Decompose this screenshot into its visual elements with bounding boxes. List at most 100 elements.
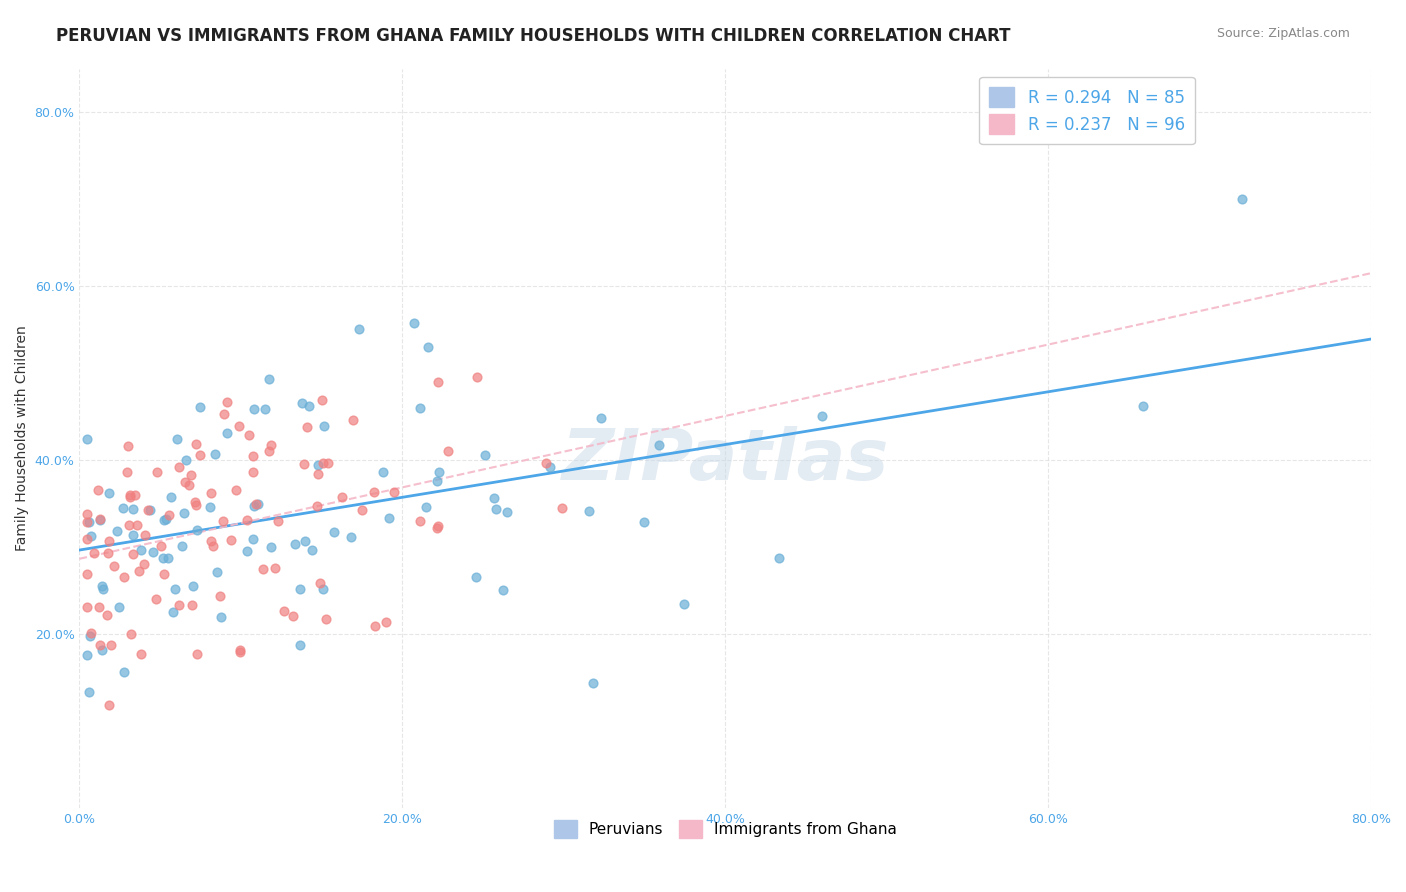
Point <box>309 576 332 591</box>
Point <box>160 490 183 504</box>
Point <box>301 543 323 558</box>
Point <box>89 513 111 527</box>
Point <box>174 475 197 490</box>
Point <box>124 488 146 502</box>
Point <box>87 483 110 497</box>
Point <box>200 534 222 549</box>
Point <box>122 547 145 561</box>
Point <box>415 500 437 515</box>
Point <box>495 505 517 519</box>
Point <box>97 546 120 560</box>
Point <box>180 598 202 612</box>
Point <box>375 615 398 630</box>
Point <box>136 503 159 517</box>
Point <box>118 488 141 502</box>
Point <box>90 579 112 593</box>
Point <box>163 582 186 597</box>
Point <box>633 515 655 529</box>
Point <box>128 565 150 579</box>
Point <box>283 609 305 624</box>
Point <box>200 500 222 514</box>
Point <box>125 517 148 532</box>
Point <box>340 530 363 544</box>
Point <box>426 375 449 389</box>
Point <box>76 507 98 521</box>
Point <box>427 519 450 533</box>
Point <box>186 436 208 450</box>
Point <box>589 410 612 425</box>
Point <box>112 570 135 584</box>
Point <box>152 551 174 566</box>
Point <box>172 539 194 553</box>
Point <box>260 541 283 555</box>
Point <box>91 582 114 596</box>
Point <box>307 458 329 472</box>
Point <box>648 438 671 452</box>
Point <box>118 517 141 532</box>
Point <box>219 533 242 548</box>
Point <box>209 610 232 624</box>
Point <box>76 567 98 582</box>
Point <box>323 524 346 539</box>
Point <box>97 698 120 713</box>
Point <box>100 638 122 652</box>
Point <box>538 460 561 475</box>
Point <box>426 521 449 535</box>
Point <box>177 477 200 491</box>
Point <box>108 599 131 614</box>
Point <box>288 582 311 596</box>
Point <box>184 495 207 509</box>
Point <box>77 684 100 698</box>
Point <box>176 453 198 467</box>
Point <box>180 468 202 483</box>
Point <box>551 500 574 515</box>
Point <box>173 506 195 520</box>
Point <box>131 648 153 662</box>
Point <box>76 432 98 446</box>
Point <box>186 524 208 538</box>
Point <box>257 372 280 386</box>
Point <box>243 401 266 416</box>
Point <box>96 608 118 623</box>
Point <box>307 467 329 481</box>
Point <box>122 528 145 542</box>
Point <box>378 511 401 525</box>
Point <box>145 465 167 479</box>
Point <box>120 627 142 641</box>
Legend: Peruvians, Immigrants from Ghana: Peruvians, Immigrants from Ghana <box>547 814 903 845</box>
Point <box>371 465 394 479</box>
Point <box>292 457 315 471</box>
Point <box>305 500 328 514</box>
Point <box>122 501 145 516</box>
Point <box>349 322 371 336</box>
Point <box>311 582 333 596</box>
Point <box>166 432 188 446</box>
Point <box>80 528 103 542</box>
Point <box>1230 192 1253 206</box>
Point <box>155 512 177 526</box>
Point <box>167 459 190 474</box>
Point <box>181 579 204 593</box>
Point <box>482 491 505 505</box>
Point <box>298 399 321 413</box>
Point <box>79 629 101 643</box>
Point <box>142 545 165 559</box>
Point <box>188 401 211 415</box>
Point <box>252 562 274 576</box>
Point <box>89 638 111 652</box>
Point <box>253 401 276 416</box>
Point <box>768 550 790 565</box>
Point <box>204 447 226 461</box>
Point <box>225 483 247 498</box>
Point <box>91 643 114 657</box>
Point <box>363 484 385 499</box>
Point <box>167 598 190 612</box>
Point <box>236 513 259 527</box>
Point <box>76 532 98 546</box>
Point <box>79 626 101 640</box>
Point <box>673 597 696 611</box>
Point <box>578 504 600 518</box>
Point <box>184 498 207 512</box>
Point <box>242 533 264 547</box>
Point <box>260 438 283 452</box>
